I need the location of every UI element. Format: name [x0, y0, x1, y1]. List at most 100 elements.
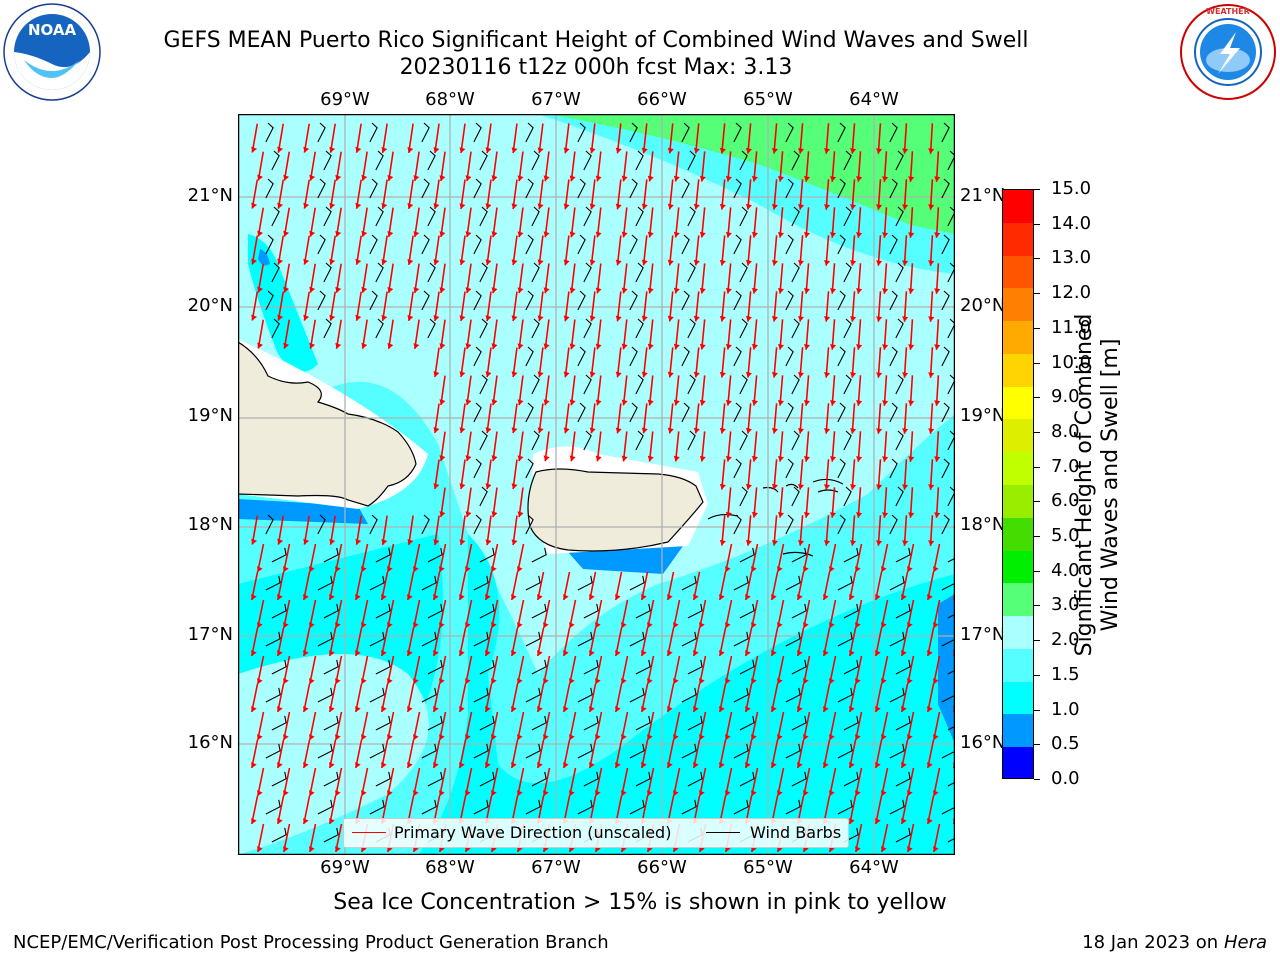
wave-arrow-head — [751, 790, 757, 797]
wave-arrow-head — [615, 594, 621, 601]
wind-barb — [837, 799, 853, 815]
wave-arrow-head — [277, 146, 284, 153]
wave-arrow-head — [693, 315, 700, 322]
wind-barb — [479, 659, 495, 675]
wave-arrow-head — [283, 174, 290, 181]
wind-barb — [369, 575, 385, 591]
wind-barb — [583, 318, 592, 339]
wave-arrow-head — [257, 846, 263, 853]
wind-barb — [791, 374, 800, 395]
wave-arrow-head — [355, 706, 361, 713]
wave-arrow-head — [823, 204, 831, 210]
wind-barb — [531, 262, 540, 283]
colorbar-tick-mark — [1034, 570, 1040, 572]
wind-barb — [895, 430, 904, 451]
lat-label-right: 18°N — [960, 514, 1006, 535]
wave-arrow-head — [517, 511, 524, 518]
colorbar-tick-label: 14.0 — [1051, 212, 1092, 234]
wind-barb — [681, 290, 690, 311]
wind-barb — [895, 150, 904, 171]
wave-arrow-head — [876, 540, 883, 546]
wave-arrow-head — [485, 539, 492, 546]
wave-arrow-head — [491, 734, 497, 741]
wind-barb — [889, 234, 898, 255]
wave-arrow-head — [771, 203, 778, 210]
colorbar-tick-mark — [1034, 501, 1040, 503]
wave-arrow-head — [309, 230, 316, 237]
wind-barb — [375, 318, 384, 339]
wave-arrow-head — [303, 762, 309, 769]
wave-arrow-head — [693, 203, 700, 210]
wave-arrow-head — [381, 538, 388, 545]
wave-arrow-head — [693, 706, 699, 713]
wave-arrow-head — [667, 650, 673, 657]
wave-arrow-head — [641, 650, 647, 657]
colorbar-tick-mark — [1034, 605, 1040, 607]
wave-arrow-head — [589, 315, 596, 322]
wave-arrow-head — [777, 511, 785, 518]
wave-arrow-head — [387, 622, 393, 629]
wind-barb — [785, 743, 801, 759]
colorbar-tick-label: 13.0 — [1051, 247, 1092, 269]
wave-arrow-head — [908, 512, 915, 518]
wind-barb — [791, 603, 807, 619]
wave-arrow-head — [459, 371, 466, 378]
wave-arrow-head — [725, 231, 732, 238]
wind-barb — [473, 458, 482, 479]
wind-barb — [427, 318, 436, 339]
wave-arrow-head — [615, 371, 622, 378]
wave-arrow-head — [387, 734, 393, 741]
wave-arrow-head — [882, 176, 889, 182]
wind-barb — [421, 743, 437, 759]
wind-barb — [629, 178, 638, 199]
wind-barb — [265, 290, 274, 311]
wave-arrow-head — [361, 342, 368, 349]
wave-arrow-head — [485, 203, 492, 210]
lon-label-bottom: 67°W — [531, 857, 581, 878]
wind-barb — [739, 715, 755, 731]
wave-arrow-head — [537, 203, 544, 210]
wind-barb — [427, 659, 443, 675]
wave-arrow-head — [907, 622, 913, 629]
wave-arrow-head — [283, 790, 289, 797]
wave-arrow-head — [875, 650, 881, 657]
wave-arrow-head — [459, 539, 466, 546]
wave-arrow-head — [855, 734, 861, 741]
wave-arrow-head — [465, 622, 471, 629]
wind-barb — [525, 575, 541, 591]
wave-arrow-head — [667, 259, 674, 266]
wave-arrow-head — [563, 706, 569, 713]
wind-barb — [583, 262, 592, 283]
wind-barb — [369, 743, 385, 759]
wave-arrow-head — [855, 790, 861, 797]
wind-barb — [843, 150, 852, 171]
wind-barb — [843, 771, 859, 787]
wave-arrow-head — [465, 343, 472, 350]
wind-barb — [479, 262, 488, 283]
wave-arrow-head — [830, 176, 837, 182]
wave-arrow-head — [491, 678, 497, 685]
wave-arrow-head — [693, 427, 700, 434]
wind-barb — [265, 178, 274, 199]
wind-barb — [733, 346, 742, 367]
wave-arrow-head — [829, 678, 835, 685]
colorbar-segment — [1003, 386, 1033, 420]
wave-arrow-head — [621, 343, 628, 350]
wave-arrow-head — [901, 762, 907, 769]
wave-arrow-head — [928, 428, 935, 434]
wave-arrow-head — [615, 650, 621, 657]
wave-arrow-head — [459, 315, 466, 322]
wind-barb — [947, 486, 954, 507]
wave-arrow-head — [335, 174, 342, 181]
wind-barb — [733, 122, 742, 143]
wind-barb — [369, 122, 378, 143]
wind-barb — [895, 771, 911, 787]
wave-arrow-head — [537, 594, 543, 601]
wave-arrow-head — [595, 790, 601, 797]
wind-barb — [369, 514, 378, 535]
wind-barb — [473, 290, 482, 311]
wave-arrow-head — [667, 706, 673, 713]
wave-arrow-head — [459, 147, 466, 154]
colorbar-tick-label: 4.0 — [1051, 559, 1080, 581]
lon-label-bottom: 68°W — [425, 857, 475, 878]
